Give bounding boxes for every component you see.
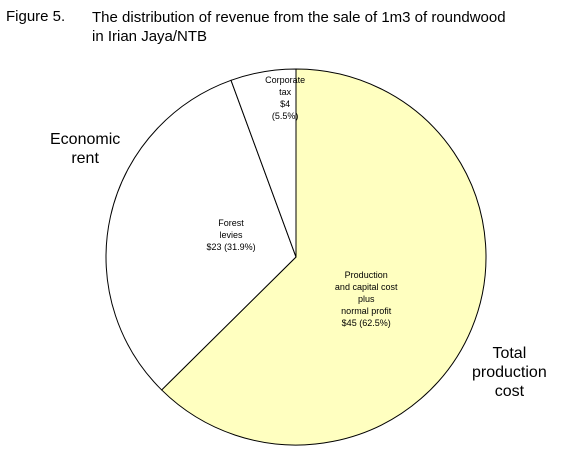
slice-label-production: Production and capital cost plus normal pro… (335, 269, 398, 329)
total-cost-line-2: production (472, 364, 547, 381)
figure-title: The distribution of revenue from the sal… (92, 8, 572, 46)
slice-label-production-line-4: normal profit (341, 305, 392, 316)
figure-title-line-1: The distribution of revenue from the sal… (92, 9, 506, 26)
slice-label-tax: Corporate tax $4 (5.5%) (265, 74, 305, 122)
figure-label: Figure 5. (6, 8, 66, 25)
pie-slice-tax (230, 68, 297, 258)
slice-label-levies-line-1: Forest (218, 217, 244, 228)
pie-slice-production (160, 68, 487, 446)
slice-label-production-line-3: plus (357, 293, 375, 304)
slice-label-tax-line-1: Corporate (265, 74, 306, 85)
total-cost-line-1: Total (492, 345, 527, 362)
figure-title-line-2: in Irian Jaya/NTB (92, 28, 208, 45)
slice-label-levies-line-3: $23 (31.9%) (206, 241, 256, 252)
slice-label-tax-line-3: $4 (280, 98, 291, 109)
total-cost-line-3: cost (494, 383, 525, 400)
slice-label-levies-line-2: levies (219, 229, 243, 240)
slice-label-levies: Forest levies $23 (31.9%) (207, 217, 256, 253)
total-production-cost-annotation: Total production cost (472, 344, 547, 401)
economic-rent-line-2: rent (71, 150, 99, 167)
pie-slice-levies (105, 79, 297, 391)
slice-label-production-line-2: and capital cost (334, 281, 398, 292)
slice-label-production-line-1: Production (344, 269, 388, 280)
slice-label-tax-line-4: (5.5%) (271, 110, 299, 121)
economic-rent-line-1: Economic (50, 131, 121, 148)
economic-rent-annotation: Economic rent (50, 130, 120, 168)
slice-label-tax-line-2: tax (279, 86, 292, 97)
slice-label-production-line-5: $45 (62.5%) (341, 317, 391, 328)
